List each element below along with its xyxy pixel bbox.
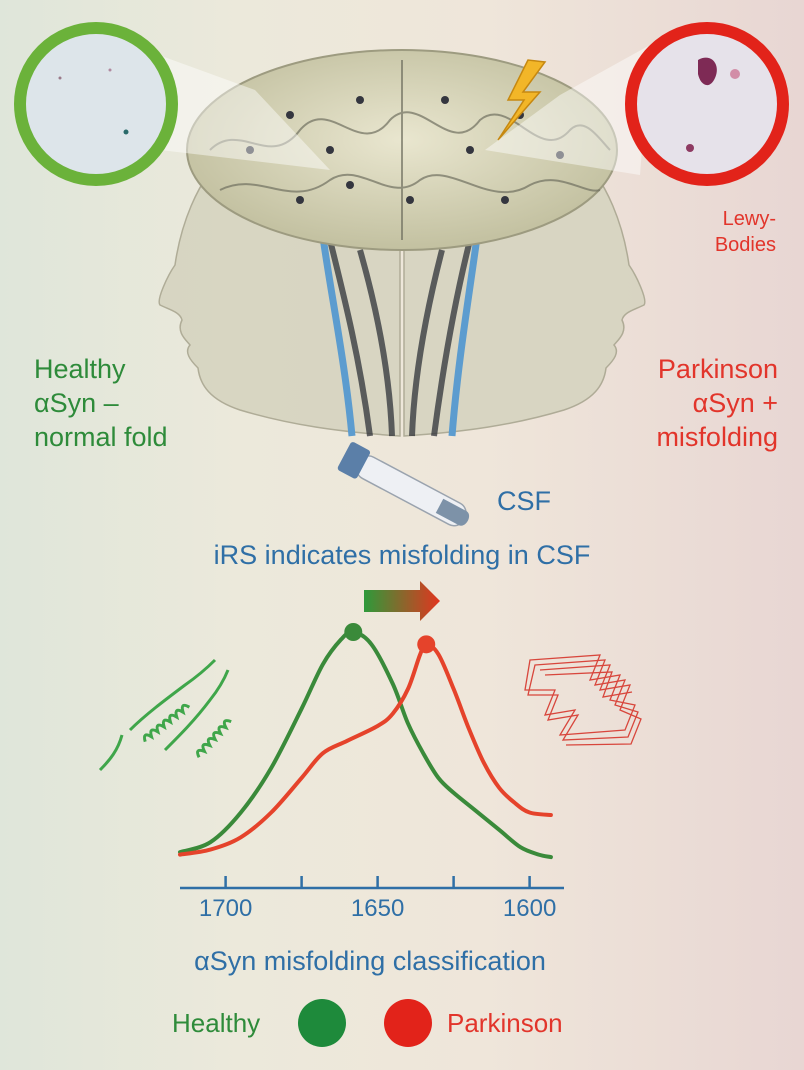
misfolded-protein-icon — [524, 654, 642, 746]
healthy-label-line-2: αSyn – — [34, 388, 119, 418]
helix-protein-icon — [98, 658, 232, 772]
lewy-label-line-2: Bodies — [714, 234, 776, 256]
legend-parkinson-dot — [384, 999, 432, 1047]
parkinson-label: Parkinson αSyn + misfolding — [656, 352, 778, 454]
parkinson-label-line-1: Parkinson — [657, 354, 778, 384]
neuron-dots — [246, 96, 564, 204]
lightning-icon — [497, 59, 547, 141]
tick-label-1650: 1650 — [350, 895, 405, 922]
parkinson-zoom-cone — [485, 45, 650, 175]
neck-vessels — [327, 239, 473, 437]
legend-parkinson-label: Parkinson — [447, 1008, 563, 1038]
tick-label-1700: 1700 — [198, 895, 253, 922]
brain-folds — [209, 60, 611, 240]
legend-healthy-dot — [298, 999, 346, 1047]
healthy-label-line-1: Healthy — [34, 354, 126, 384]
healthy-label-line-3: normal fold — [34, 422, 168, 452]
x-axis-ticks — [224, 876, 531, 888]
tick-label-1600: 1600 — [502, 895, 557, 922]
healthy-peak-marker — [344, 623, 363, 641]
parkinson-curve — [178, 642, 553, 857]
shift-arrow-icon — [364, 581, 440, 621]
csf-tube-icon — [337, 442, 470, 527]
parkinson-label-line-2: αSyn + — [692, 388, 778, 418]
parkinson-microscopy-circle — [625, 22, 789, 186]
healthy-zoom-cone — [145, 50, 330, 170]
x-axis-title: αSyn misfolding classification — [194, 946, 546, 976]
healthy-curve — [178, 629, 553, 860]
healthy-microscopy-circle — [14, 22, 178, 186]
head-illustration — [158, 49, 646, 437]
spectrum-chart — [178, 623, 564, 890]
lewy-label-line-1: Lewy- — [722, 208, 776, 230]
parkinson-label-line-3: misfolding — [656, 422, 778, 452]
legend-healthy-label: Healthy — [172, 1008, 261, 1038]
csf-label: CSF — [497, 486, 551, 516]
lewy-bodies-label: Lewy- Bodies — [715, 206, 776, 258]
irs-caption: iRS indicates misfolding in CSF — [213, 540, 591, 570]
healthy-label: Healthy αSyn – normal fold — [34, 352, 168, 454]
parkinson-peak-marker — [417, 635, 436, 654]
blue-arteries — [318, 229, 482, 437]
